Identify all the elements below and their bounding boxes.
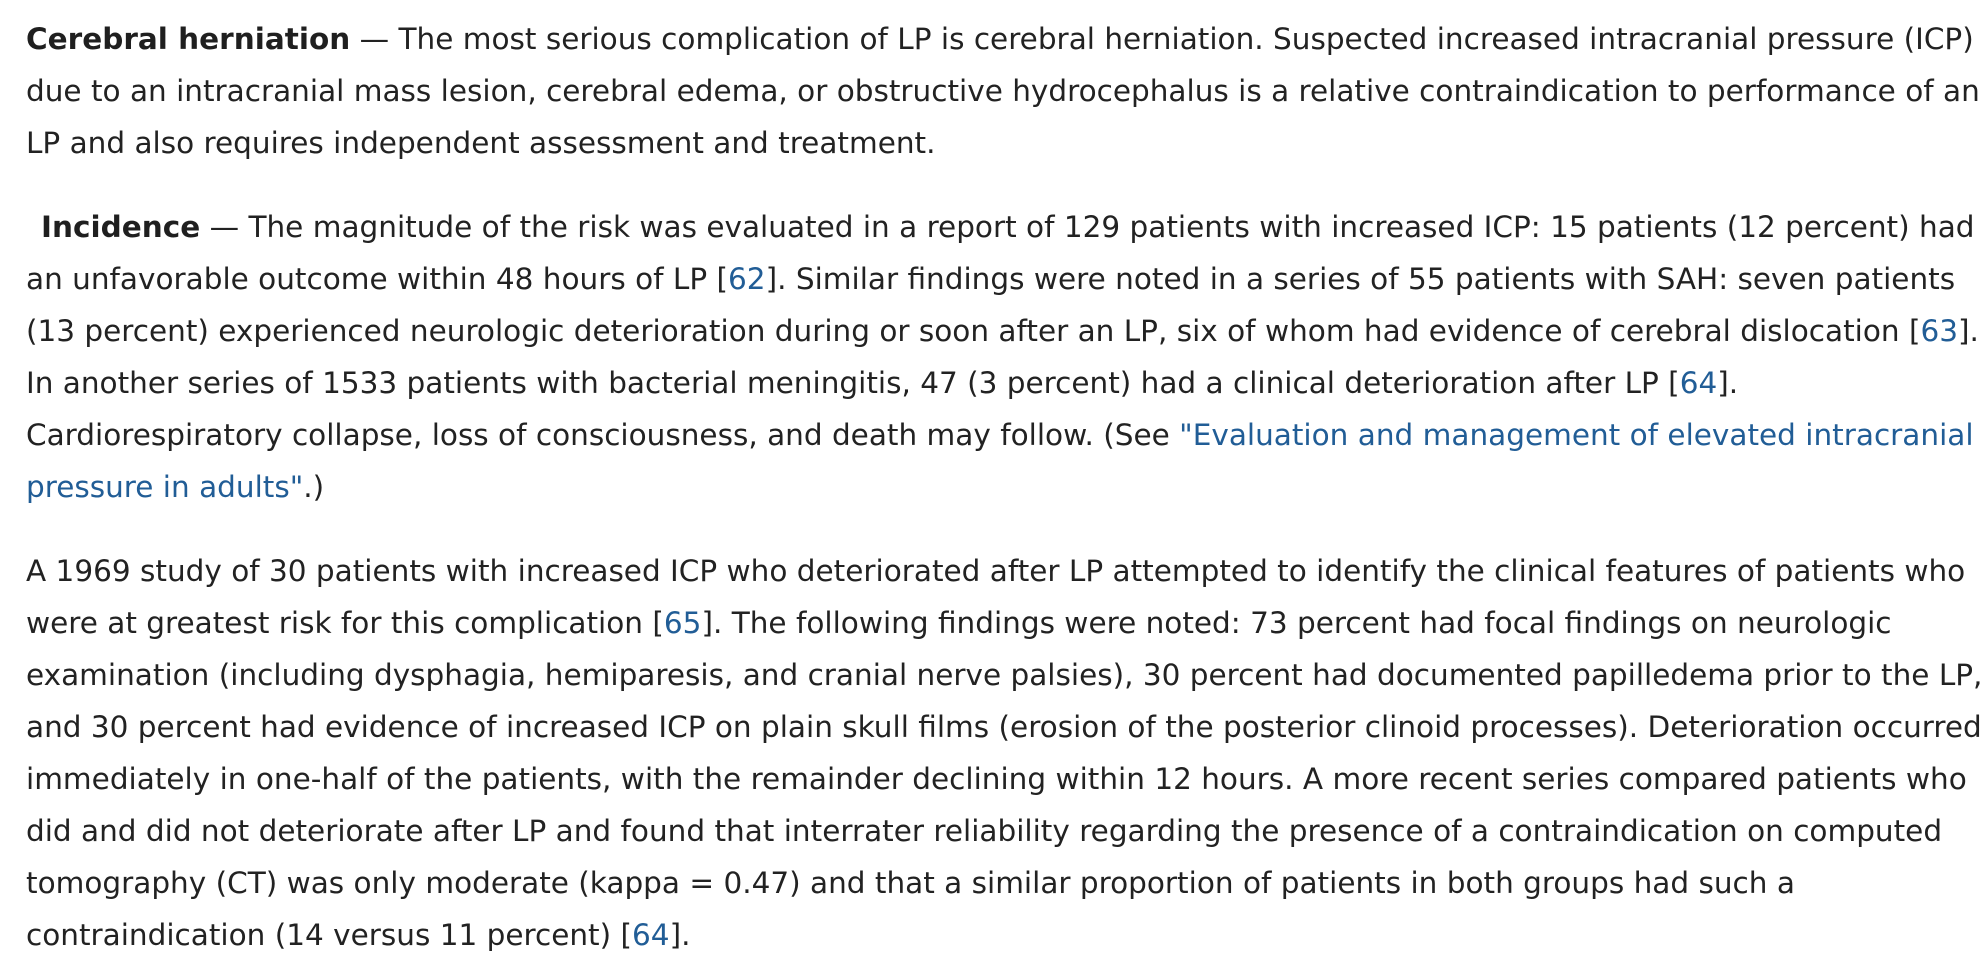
paragraph-text: A 1969 study of 30 patients with increas… [26, 554, 1966, 640]
paragraph-text: The magnitude of the risk was evaluated … [26, 210, 1975, 296]
heading-dash: — [200, 210, 249, 244]
topic-link-elevated-icp[interactable]: "Evaluation and management of elevated i… [26, 418, 1974, 504]
paragraph-1969-study: A 1969 study of 30 patients with increas… [26, 545, 1986, 961]
reference-link-64[interactable]: 64 [1679, 366, 1718, 400]
paragraph-text: ]. [669, 918, 691, 952]
reference-link-62[interactable]: 62 [728, 262, 766, 296]
paragraph-text: ]. The following findings were noted: 73… [26, 606, 1983, 952]
paragraph-cerebral-herniation: Cerebral herniation — The most serious c… [26, 13, 1986, 169]
reference-link-65[interactable]: 65 [663, 606, 702, 640]
paragraph-text: ]. In another series of 1533 patients wi… [26, 314, 1979, 400]
heading-dash: — [350, 22, 399, 56]
section-heading-cerebral-herniation: Cerebral herniation [26, 22, 351, 56]
reference-link-63[interactable]: 63 [1920, 314, 1959, 348]
paragraph-text: ]. Cardiorespiratory collapse, loss of c… [26, 366, 1739, 452]
reference-link-64[interactable]: 64 [632, 918, 670, 952]
article-body: Cerebral herniation — The most serious c… [26, 13, 1986, 961]
paragraph-text: ]. Similar findings were noted in a seri… [26, 262, 1956, 348]
paragraph-text: .) [303, 470, 325, 504]
paragraph-text: The most serious complication of LP is c… [26, 22, 1980, 160]
paragraph-incidence: Incidence — The magnitude of the risk wa… [26, 201, 1986, 513]
section-heading-incidence: Incidence [41, 210, 201, 244]
